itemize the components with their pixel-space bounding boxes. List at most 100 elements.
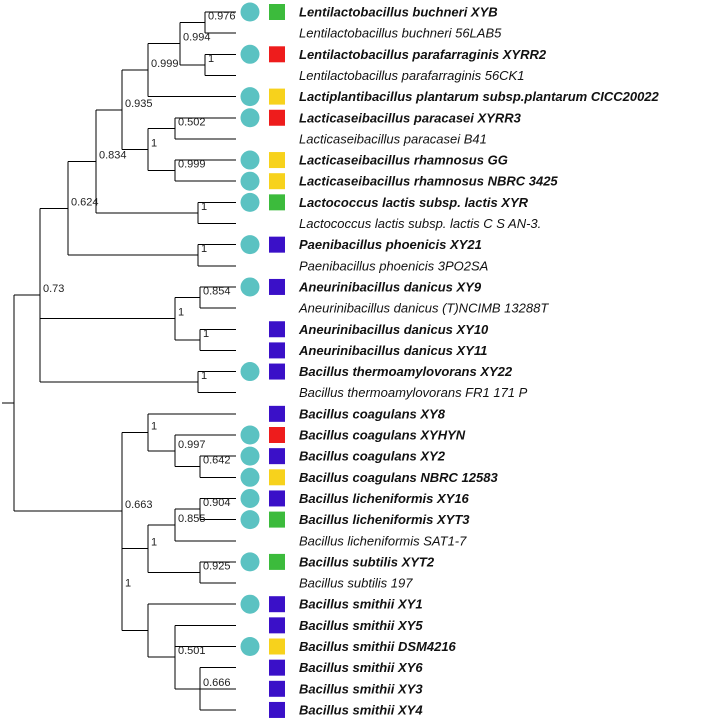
taxon-label: Lactococcus lactis subsp. lactis XYR — [299, 195, 529, 210]
support-value: 0.999 — [151, 58, 179, 70]
support-value: 1 — [125, 578, 131, 590]
taxon-label: Bacillus licheniformis XY16 — [299, 491, 470, 506]
taxon-label: Bacillus smithii XY4 — [299, 702, 423, 717]
taxon-square-marker-yellow — [269, 469, 285, 486]
support-value: 0.642 — [203, 455, 231, 467]
taxon-label: Bacillus coagulans XY8 — [299, 406, 446, 421]
support-value: 1 — [151, 420, 157, 432]
taxon-circle-marker — [240, 467, 260, 487]
support-value: 1 — [201, 243, 207, 255]
taxon-circle-marker — [240, 446, 260, 466]
taxon-square-marker-blue — [269, 363, 285, 380]
taxon-markers — [240, 2, 285, 718]
taxon-circle-marker — [240, 488, 260, 508]
support-value: 1 — [203, 328, 209, 340]
taxon-square-marker-blue — [269, 448, 285, 465]
support-value: 0.976 — [208, 11, 236, 23]
taxon-square-marker-yellow — [269, 88, 285, 105]
support-value: 1 — [201, 370, 207, 382]
taxon-circle-marker — [240, 192, 260, 212]
taxon-square-marker-blue — [269, 617, 285, 634]
taxon-circle-marker — [240, 108, 260, 128]
taxon-square-marker-blue — [269, 236, 285, 253]
taxon-square-marker-blue — [269, 342, 285, 359]
taxon-circle-marker — [240, 2, 260, 22]
taxon-label: Aneurinibacillus danicus XY11 — [298, 343, 487, 358]
taxon-circle-marker — [240, 150, 260, 170]
support-value: 0.997 — [178, 439, 206, 451]
taxon-label: Bacillus licheniformis SAT1-7 — [299, 533, 467, 548]
support-value: 0.666 — [203, 677, 231, 689]
taxon-square-marker-blue — [269, 490, 285, 507]
support-value: 0.904 — [203, 497, 231, 509]
taxon-label: Lentilactobacillus buchneri 56LAB5 — [299, 26, 502, 41]
taxon-label: Bacillus smithii DSM4216 — [299, 639, 457, 654]
taxon-labels: Lentilactobacillus buchneri XYB Lentilact… — [298, 5, 660, 718]
taxon-square-marker-blue — [269, 321, 285, 338]
taxon-circle-marker — [240, 510, 260, 530]
support-value: 0.994 — [183, 32, 211, 44]
taxon-label: Bacillus subtilis XYT2 — [299, 554, 435, 569]
taxon-square-marker-blue — [269, 278, 285, 295]
taxon-square-marker-blue — [269, 659, 285, 676]
taxon-circle-marker — [240, 637, 260, 656]
taxon-square-marker-yellow — [269, 638, 285, 655]
taxon-circle-marker — [240, 87, 260, 107]
taxon-label: Aneurinibacillus danicus (T)NCIMB 13288T — [298, 301, 549, 316]
taxon-label: Lentilactobacillus parafarraginis 56CK1 — [299, 68, 524, 83]
taxon-label: Bacillus smithii XY1 — [299, 597, 423, 612]
taxon-label: Lacticaseibacillus rhamnosus NBRC 3425 — [299, 174, 558, 189]
taxon-circle-marker — [240, 235, 260, 255]
taxon-circle-marker — [240, 277, 260, 297]
taxon-label: Paenibacillus phoenicis XY21 — [299, 237, 482, 252]
support-value: 0.624 — [71, 196, 99, 208]
taxon-label: Paenibacillus phoenicis 3PO2SA — [299, 258, 488, 273]
taxon-square-marker-red — [269, 46, 285, 63]
taxon-label: Bacillus thermoamylovorans XY22 — [299, 364, 513, 379]
taxon-label: Aneurinibacillus danicus XY9 — [298, 279, 482, 294]
taxon-label: Bacillus smithii XY5 — [299, 618, 423, 633]
taxon-label: Lactiplantibacillus plantarum subsp.plan… — [299, 89, 660, 104]
taxon-label: Lacticaseibacillus paracasei B41 — [299, 131, 487, 146]
taxon-label: Bacillus licheniformis XYT3 — [299, 512, 470, 527]
taxon-circle-marker — [240, 44, 260, 64]
taxon-circle-marker — [240, 171, 260, 191]
support-value: 0.854 — [203, 286, 231, 298]
support-value: 0.855 — [178, 513, 206, 525]
taxon-label: Lentilactobacillus buchneri XYB — [299, 5, 498, 20]
tree-branches — [2, 11, 236, 711]
taxon-label: Bacillus thermoamylovorans FR1 171 P — [299, 385, 528, 400]
support-value: 0.663 — [125, 499, 153, 511]
support-value: 0.501 — [178, 645, 206, 657]
taxon-square-marker-red — [269, 427, 285, 443]
taxon-square-marker-yellow — [269, 173, 285, 190]
taxon-circle-marker — [240, 425, 260, 445]
support-value: 1 — [178, 307, 184, 319]
support-value: 0.834 — [99, 149, 127, 161]
taxon-circle-marker — [240, 362, 260, 382]
support-value: 1 — [208, 53, 214, 65]
taxon-square-marker-green — [269, 511, 285, 528]
support-value: 0.73 — [43, 283, 64, 295]
taxon-square-marker-blue — [269, 701, 285, 718]
support-value: 1 — [151, 137, 157, 149]
taxon-label: Bacillus coagulans NBRC 12583 — [299, 470, 498, 485]
bootstrap-support-values: 0.976 1 0.994 0.999 0.502 0.999 1 0.935 1 0.834 1 0… — [43, 11, 236, 689]
taxon-circle-marker — [240, 552, 260, 572]
taxon-label: Bacillus smithii XY6 — [299, 660, 423, 675]
taxon-label: Lactococcus lactis subsp. lactis C S AN-… — [299, 216, 541, 231]
taxon-label: Lacticaseibacillus rhamnosus GG — [299, 153, 508, 168]
taxon-square-marker-green — [269, 194, 285, 211]
taxon-label: Lacticaseibacillus paracasei XYRR3 — [299, 110, 522, 125]
taxon-square-marker-green — [269, 4, 285, 20]
support-value: 1 — [151, 537, 157, 549]
taxon-label: Bacillus subtilis 197 — [299, 576, 413, 591]
taxon-square-marker-red — [269, 109, 285, 126]
taxon-label: Bacillus smithii XY3 — [299, 681, 423, 696]
taxon-label: Lentilactobacillus parafarraginis XYRR2 — [299, 47, 547, 62]
taxon-square-marker-blue — [269, 596, 285, 613]
taxon-circle-marker — [240, 594, 260, 614]
support-value: 0.502 — [178, 116, 206, 128]
taxon-label: Aneurinibacillus danicus XY10 — [298, 322, 489, 337]
